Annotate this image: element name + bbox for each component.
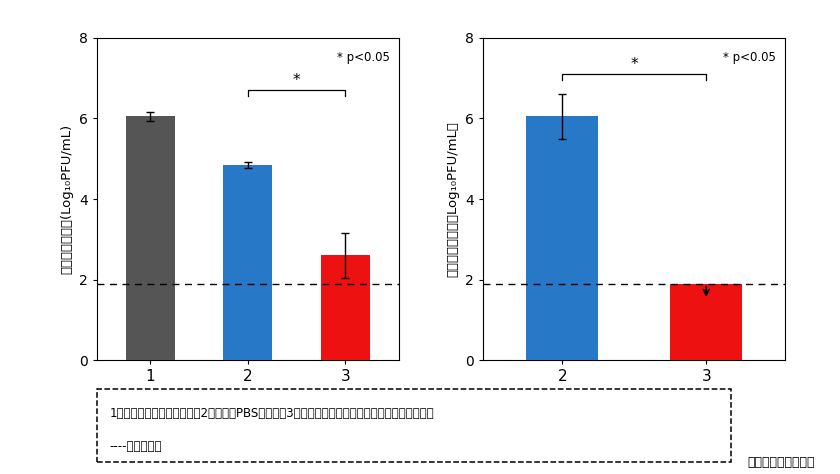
- Bar: [126, 117, 175, 360]
- Bar: [321, 255, 370, 360]
- Bar: [526, 117, 598, 360]
- Text: ----：検出限界: ----：検出限界: [109, 440, 162, 453]
- Text: 1：対照（ふき取りなし）、2：対照（PBS含浸）、3：加热変性リゾチーム配合ウェットシート材: 1：対照（ふき取りなし）、2：対照（PBS含浸）、3：加热変性リゾチーム配合ウェ…: [109, 407, 434, 420]
- Text: ユニ・チャーム調べ: ユニ・チャーム調べ: [748, 456, 815, 469]
- Y-axis label: ウイルス感染価(Log₁₀PFU/mL): ウイルス感染価(Log₁₀PFU/mL): [60, 124, 73, 274]
- Text: * p<0.05: * p<0.05: [723, 51, 776, 64]
- Text: *: *: [293, 73, 301, 88]
- Bar: [670, 283, 743, 360]
- FancyBboxPatch shape: [97, 389, 731, 462]
- Text: * p<0.05: * p<0.05: [337, 51, 390, 64]
- Text: *: *: [630, 57, 638, 72]
- Bar: [223, 165, 272, 360]
- Y-axis label: ウイルス感染価（Log₁₀PFU/mL）: ウイルス感染価（Log₁₀PFU/mL）: [447, 121, 459, 277]
